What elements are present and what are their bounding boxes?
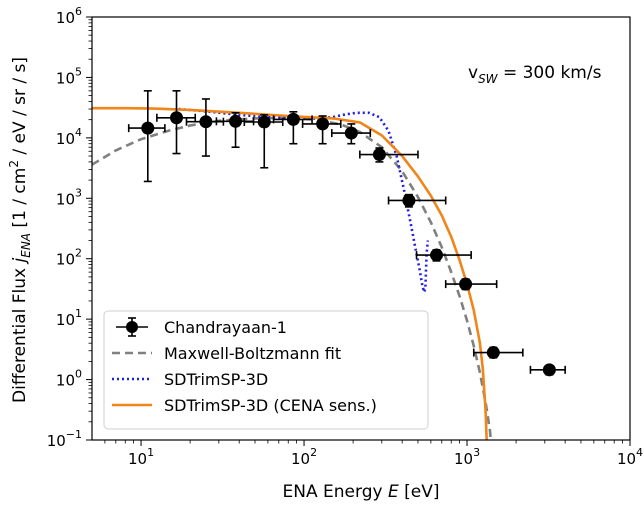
data-marker	[257, 115, 271, 129]
legend-item-3: SDTrimSP-3D (CENA sens.)	[112, 396, 377, 415]
data-point-9	[387, 193, 447, 208]
data-marker	[286, 112, 300, 126]
data-point-8	[359, 147, 419, 163]
data-point-5	[272, 110, 313, 145]
annotation-vsw: vSW = 300 km/s	[468, 63, 602, 86]
y-tick-label-7: 106	[56, 5, 82, 27]
x-tick-label-0: 101	[128, 446, 154, 468]
legend-swatch	[126, 321, 138, 333]
data-point-6	[301, 115, 342, 145]
y-axis-label: Differential Flux jENA [1 / cm2 / eV / s…	[7, 57, 33, 403]
legend-label: Maxwell-Boltzmann fit	[164, 344, 341, 363]
data-marker	[430, 248, 444, 262]
data-point-13	[529, 363, 566, 377]
data-point-11	[444, 277, 498, 291]
y-tick-label-3: 102	[56, 247, 82, 269]
legend-item-1: Maxwell-Boltzmann fit	[112, 344, 341, 363]
data-point-3	[215, 111, 255, 149]
y-tick-label-5: 104	[56, 126, 82, 148]
legend-item-0: Chandrayaan-1	[116, 317, 287, 337]
data-marker	[316, 117, 330, 131]
data-point-0	[127, 90, 166, 183]
data-marker	[141, 121, 155, 135]
y-tick-label-4: 103	[56, 186, 82, 208]
data-marker	[372, 148, 386, 162]
x-tick-label-3: 104	[617, 446, 643, 468]
legend-item-2: SDTrimSP-3D	[112, 370, 268, 389]
legend: Chandrayaan-1 Maxwell-Boltzmann fit SDTrim…	[103, 310, 429, 430]
data-point-1	[156, 90, 197, 155]
data-point-4	[243, 114, 284, 169]
data-point-12	[472, 346, 524, 360]
plot-frame	[91, 16, 631, 441]
legend-box	[103, 310, 429, 430]
data-marker	[344, 126, 358, 140]
tick-layer: 101 102 103 104 10−1 100 101 102 103 104 105 106	[47, 5, 643, 468]
y-tick-label-0: 10−1	[47, 428, 82, 450]
series-line-2	[178, 107, 430, 294]
data-point-7	[330, 123, 372, 145]
data-point-2	[185, 98, 225, 157]
x-tick-label-2: 103	[454, 446, 480, 468]
y-tick-label-6: 105	[56, 65, 82, 87]
data-marker	[199, 115, 213, 129]
data-marker	[459, 277, 473, 291]
data-marker	[542, 363, 556, 377]
legend-label: Chandrayaan-1	[164, 318, 287, 337]
data-point-10	[415, 248, 472, 262]
data-marker	[486, 346, 500, 360]
data-layer	[127, 90, 566, 377]
data-marker	[229, 114, 243, 128]
data-marker	[170, 111, 184, 125]
legend-label: SDTrimSP-3D (CENA sens.)	[164, 396, 377, 415]
x-axis-label: ENA Energy E [eV]	[283, 482, 440, 502]
y-tick-label-2: 101	[56, 307, 82, 329]
legend-label: SDTrimSP-3D	[164, 370, 268, 389]
data-marker	[402, 193, 416, 207]
y-tick-label-1: 100	[56, 368, 82, 390]
x-tick-label-1: 102	[291, 446, 317, 468]
